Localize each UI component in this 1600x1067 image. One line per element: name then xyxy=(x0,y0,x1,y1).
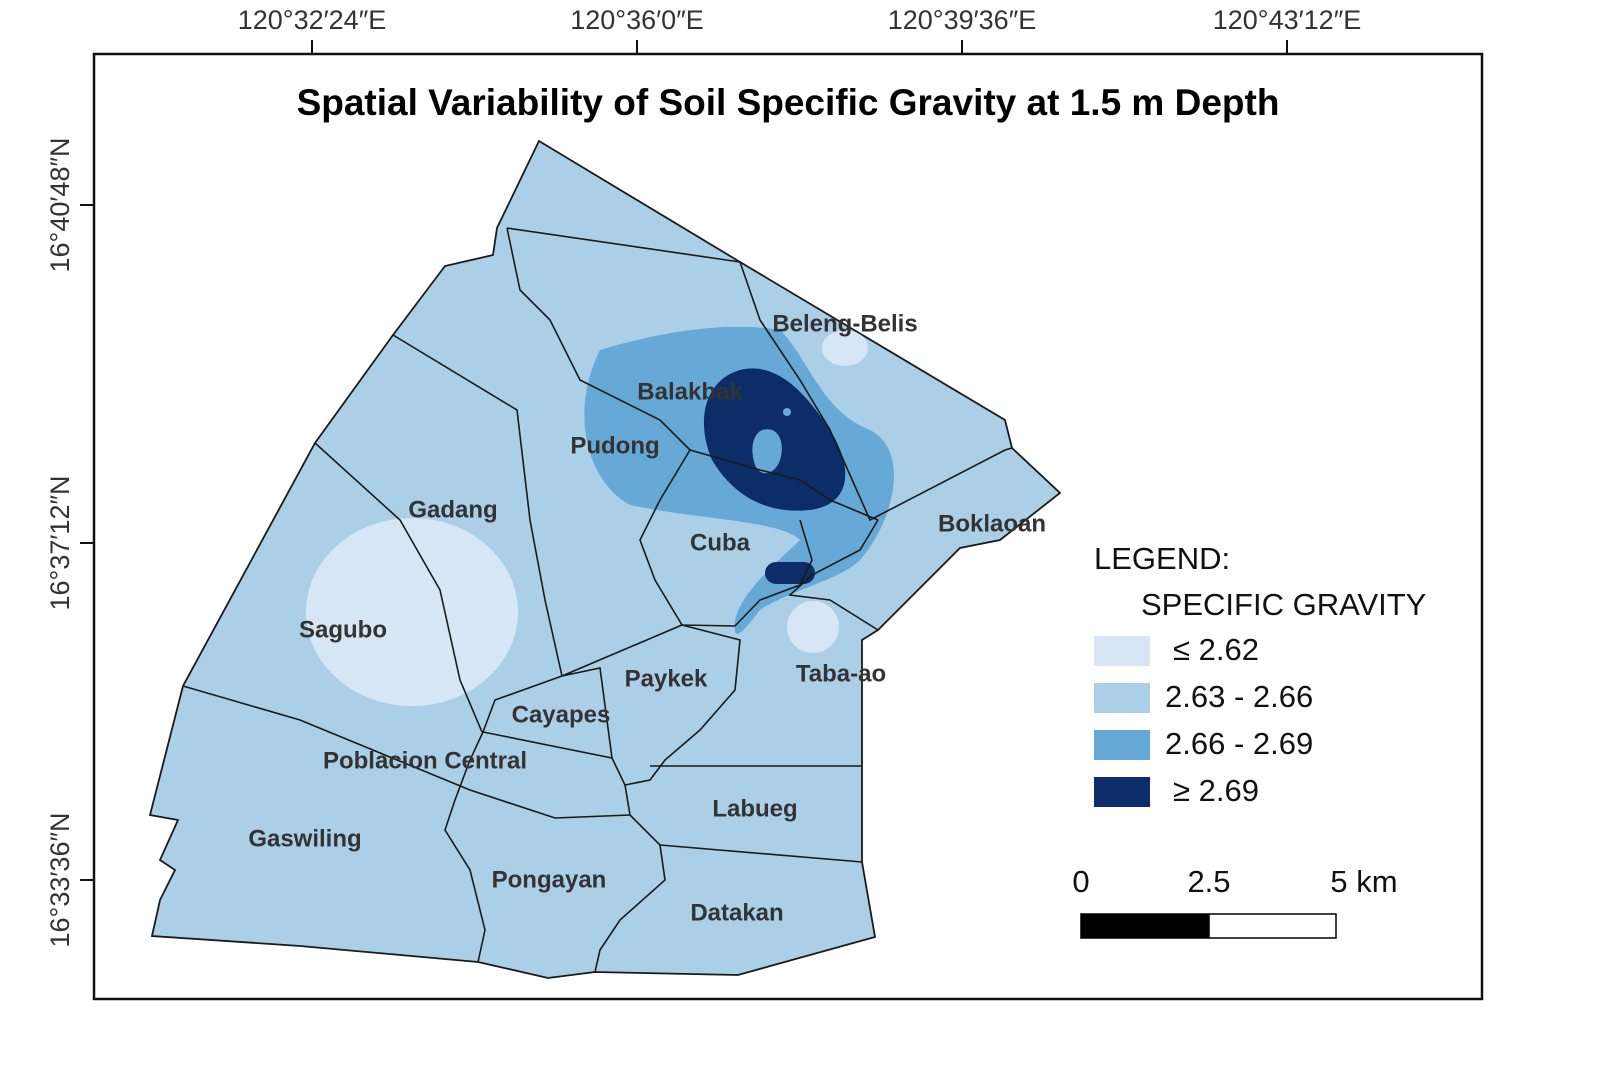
scale-label: 0 xyxy=(1072,864,1089,899)
y-coord-label: 16°37′12″N xyxy=(45,475,75,610)
scale-bar-black xyxy=(1080,913,1210,939)
legend-swatch xyxy=(1094,777,1150,807)
y-coord-label: 16°33′36″N xyxy=(45,812,75,947)
contours xyxy=(306,326,894,706)
ticks xyxy=(80,40,1288,881)
legend-subheading: SPECIFIC GRAVITY xyxy=(1141,587,1426,622)
place-label: Gadang xyxy=(408,496,497,523)
legend-label: 2.66 - 2.69 xyxy=(1165,726,1313,761)
legend-heading: LEGEND: xyxy=(1094,541,1230,576)
place-label: Datakan xyxy=(690,899,783,926)
scale-label: 2.5 xyxy=(1187,864,1230,899)
map-title: Spatial Variability of Soil Specific Gra… xyxy=(297,82,1280,123)
legend-label: ≥ 2.69 xyxy=(1173,773,1259,808)
place-label: Balakbak xyxy=(637,378,743,405)
place-label: Gaswiling xyxy=(248,825,361,852)
place-label: Cayapes xyxy=(512,701,611,728)
scale-label: 5 km xyxy=(1330,864,1397,899)
place-label: Labueg xyxy=(712,795,797,822)
x-coord-label: 120°36′0″E xyxy=(570,5,704,35)
place-label: Poblacion Central xyxy=(323,747,527,774)
x-coord-label: 120°39′36″E xyxy=(888,5,1037,35)
place-label: Cuba xyxy=(690,529,751,556)
place-label: Beleng-Belis xyxy=(772,310,917,337)
boundaries xyxy=(182,227,1013,973)
place-label: Paykek xyxy=(625,665,708,692)
legend-label: ≤ 2.62 xyxy=(1173,632,1259,667)
legend-label: 2.63 - 2.66 xyxy=(1165,679,1313,714)
y-coord-label: 16°40′48″N xyxy=(45,137,75,272)
x-coord-label: 120°32′24″E xyxy=(238,5,387,35)
scale-bar-white xyxy=(1208,913,1337,939)
place-label: Pudong xyxy=(570,432,659,459)
place-label: Sagubo xyxy=(299,616,387,643)
legend-swatch xyxy=(1094,730,1150,760)
legend-swatch xyxy=(1094,683,1150,713)
study-area xyxy=(148,139,1062,979)
place-label: Taba-ao xyxy=(796,660,886,687)
x-coord-label: 120°43′12″E xyxy=(1213,5,1362,35)
place-label: Pongayan xyxy=(492,866,607,893)
legend-swatch xyxy=(1094,636,1150,666)
place-label: Boklaoan xyxy=(938,510,1046,537)
